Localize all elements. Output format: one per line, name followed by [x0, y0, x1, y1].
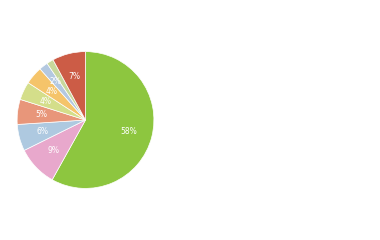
Wedge shape [40, 63, 86, 120]
Wedge shape [47, 60, 86, 120]
Text: 58%: 58% [120, 127, 137, 136]
Text: 9%: 9% [47, 146, 59, 155]
Text: 4%: 4% [46, 86, 58, 96]
Text: 5%: 5% [35, 110, 48, 119]
Legend: Centre for Biodiversity
Genomics [6064], Canadian Centre for DNA
Barcoding [1000: Centre for Biodiversity Genomics [6064],… [171, 57, 301, 183]
Text: 6%: 6% [36, 127, 49, 136]
Text: 7%: 7% [69, 72, 81, 81]
Wedge shape [28, 69, 86, 120]
Wedge shape [52, 52, 154, 188]
Wedge shape [17, 99, 85, 125]
Wedge shape [24, 120, 86, 180]
Text: 2%: 2% [49, 77, 61, 86]
Text: 4%: 4% [39, 96, 51, 106]
Wedge shape [20, 83, 86, 120]
Wedge shape [17, 120, 85, 150]
Wedge shape [53, 52, 86, 120]
